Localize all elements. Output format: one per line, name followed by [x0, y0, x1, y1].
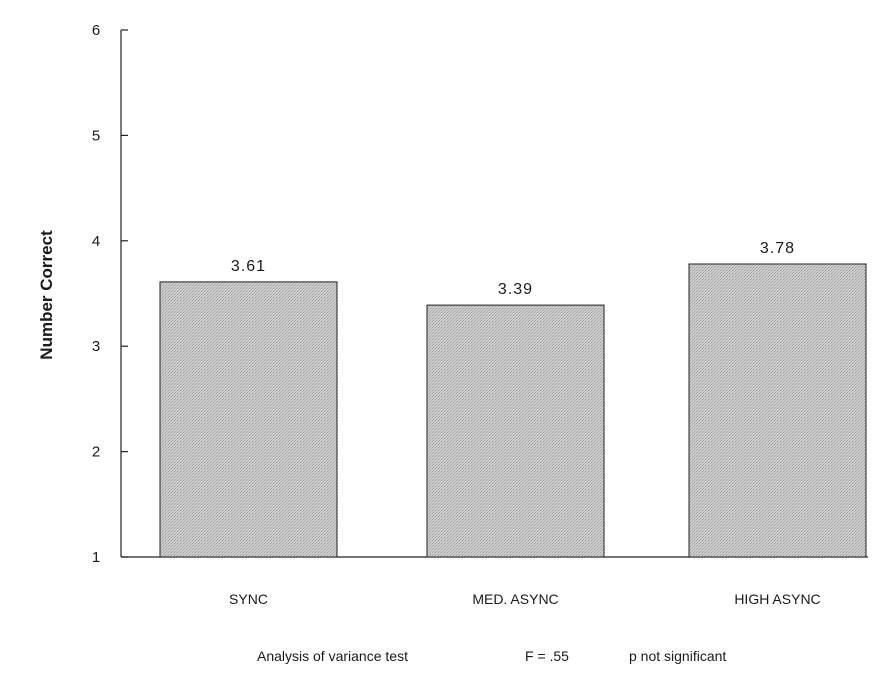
bar-value-label: 3.61	[231, 258, 266, 275]
bar-sync	[159, 281, 338, 558]
anova-test-label: Analysis of variance test	[257, 648, 408, 664]
y-tick-label: 2	[92, 444, 100, 461]
y-tick-label: 1	[92, 549, 100, 566]
bar-value-label: 3.39	[498, 281, 533, 298]
y-axis-title: Number Correct	[37, 230, 56, 360]
x-category-label: HIGH ASYNC	[734, 591, 820, 607]
bar-value-label: 3.78	[760, 240, 795, 257]
x-category-label: MED. ASYNC	[472, 591, 558, 607]
y-tick-label: 5	[92, 127, 100, 144]
bar-med-async	[426, 304, 605, 558]
significance-note: p not significant	[629, 648, 727, 664]
f-statistic: F = .55	[525, 648, 569, 664]
y-tick-label: 3	[92, 338, 100, 355]
x-category-label: SYNC	[229, 591, 268, 607]
bar-high-async	[688, 263, 867, 558]
y-tick-label: 6	[92, 22, 100, 39]
y-tick-label: 4	[92, 233, 100, 250]
